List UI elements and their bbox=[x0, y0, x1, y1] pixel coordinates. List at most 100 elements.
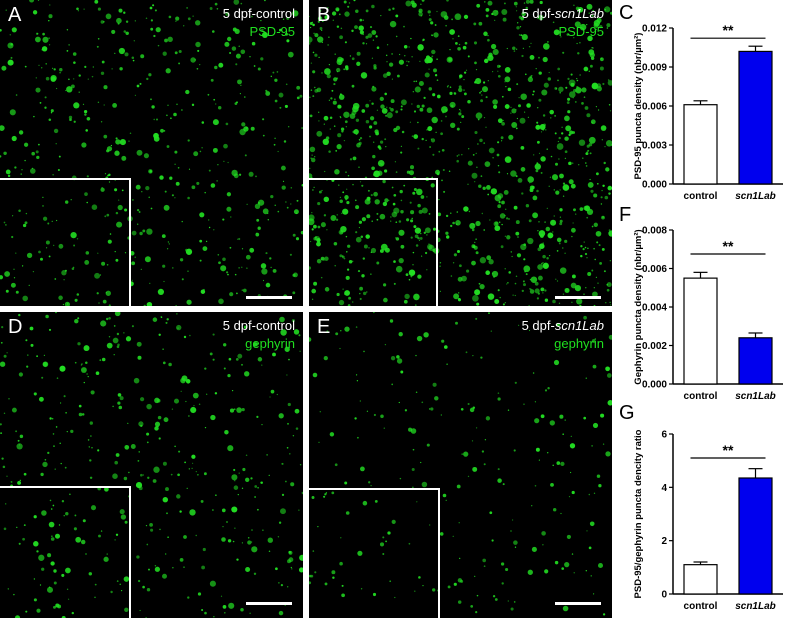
punctum bbox=[257, 328, 259, 330]
punctum bbox=[326, 330, 329, 333]
punctum bbox=[77, 317, 80, 320]
punctum bbox=[42, 461, 48, 468]
punctum bbox=[467, 160, 473, 166]
punctum bbox=[366, 214, 371, 219]
punctum bbox=[370, 194, 373, 197]
punctum bbox=[64, 269, 67, 272]
punctum bbox=[404, 55, 406, 57]
punctum bbox=[175, 16, 180, 21]
punctum bbox=[584, 106, 589, 110]
punctum bbox=[201, 147, 203, 149]
punctum bbox=[165, 553, 167, 555]
punctum bbox=[337, 104, 342, 109]
punctum bbox=[241, 542, 244, 544]
punctum bbox=[125, 20, 129, 23]
punctum bbox=[542, 242, 544, 244]
punctum bbox=[262, 529, 264, 531]
punctum bbox=[106, 342, 113, 349]
punctum bbox=[149, 170, 153, 173]
punctum bbox=[35, 32, 39, 35]
punctum bbox=[59, 71, 61, 74]
punctum bbox=[64, 466, 67, 469]
punctum bbox=[295, 427, 299, 430]
punctum bbox=[134, 256, 136, 258]
punctum bbox=[384, 343, 387, 346]
punctum bbox=[250, 477, 253, 480]
punctum bbox=[564, 136, 569, 141]
punctum bbox=[26, 252, 33, 259]
punctum bbox=[312, 51, 315, 54]
punctum bbox=[11, 27, 17, 33]
punctum bbox=[236, 558, 239, 561]
punctum bbox=[386, 61, 388, 63]
punctum bbox=[523, 2, 526, 4]
punctum bbox=[556, 322, 560, 327]
punctum bbox=[191, 454, 196, 459]
punctum bbox=[115, 137, 118, 140]
punctum bbox=[274, 204, 276, 206]
punctum bbox=[63, 515, 65, 517]
punctum bbox=[372, 154, 376, 159]
punctum bbox=[555, 278, 557, 280]
punctum bbox=[243, 325, 248, 329]
punctum bbox=[218, 261, 221, 265]
punctum bbox=[581, 102, 584, 105]
punctum bbox=[516, 26, 520, 30]
punctum bbox=[230, 216, 232, 218]
punctum bbox=[470, 605, 474, 608]
punctum bbox=[431, 176, 434, 179]
punctum bbox=[18, 542, 21, 545]
punctum bbox=[429, 146, 432, 148]
punctum bbox=[100, 530, 103, 532]
punctum bbox=[190, 57, 196, 63]
punctum bbox=[355, 326, 358, 328]
punctum bbox=[585, 152, 589, 156]
punctum bbox=[388, 8, 391, 12]
punctum bbox=[531, 185, 535, 190]
punctum bbox=[487, 80, 489, 82]
punctum bbox=[253, 65, 256, 67]
punctum bbox=[466, 269, 470, 273]
punctum bbox=[501, 121, 505, 126]
punctum bbox=[0, 155, 2, 158]
punctum bbox=[310, 574, 314, 578]
punctum bbox=[378, 146, 382, 150]
punctum bbox=[606, 282, 612, 288]
punctum bbox=[391, 186, 394, 189]
punctum bbox=[166, 248, 169, 250]
punctum bbox=[292, 233, 296, 237]
punctum bbox=[217, 105, 222, 110]
punctum bbox=[439, 290, 441, 292]
panel-label-e: E bbox=[317, 316, 331, 338]
punctum bbox=[606, 23, 611, 28]
punctum bbox=[99, 274, 102, 276]
punctum bbox=[562, 182, 566, 185]
punctum bbox=[584, 252, 588, 256]
punctum bbox=[534, 485, 537, 487]
punctum bbox=[174, 445, 176, 448]
punctum bbox=[436, 58, 438, 61]
punctum bbox=[83, 8, 85, 10]
punctum bbox=[276, 71, 279, 73]
punctum bbox=[404, 409, 408, 412]
punctum bbox=[309, 266, 312, 270]
punctum bbox=[361, 109, 366, 113]
punctum bbox=[329, 128, 332, 130]
punctum bbox=[94, 0, 99, 4]
punctum bbox=[23, 524, 26, 527]
punctum bbox=[361, 217, 367, 222]
punctum bbox=[128, 140, 130, 142]
punctum bbox=[238, 173, 242, 176]
punctum bbox=[461, 153, 463, 156]
punctum bbox=[273, 143, 276, 146]
punctum bbox=[426, 196, 428, 198]
punctum bbox=[483, 142, 486, 144]
punctum bbox=[62, 303, 65, 306]
punctum bbox=[123, 30, 127, 33]
punctum bbox=[278, 582, 280, 584]
punctum bbox=[90, 390, 95, 395]
punctum bbox=[368, 247, 370, 249]
punctum bbox=[532, 372, 535, 374]
punctum bbox=[124, 208, 128, 212]
punctum bbox=[458, 85, 462, 89]
